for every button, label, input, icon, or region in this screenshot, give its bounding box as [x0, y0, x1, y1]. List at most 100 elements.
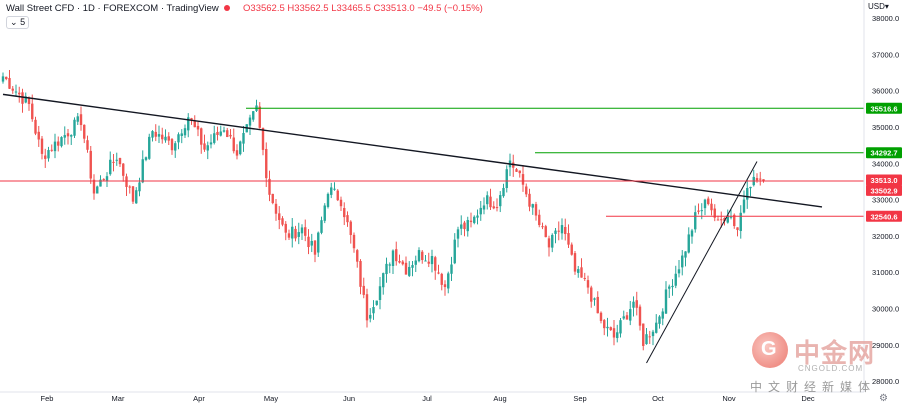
candle-body	[265, 148, 268, 179]
candle-body	[391, 250, 395, 266]
candle-body	[385, 263, 388, 275]
candle-body	[99, 179, 102, 187]
candle-body	[583, 277, 586, 279]
candle-body	[89, 150, 92, 179]
candle-body	[21, 92, 24, 104]
price-axis[interactable]	[864, 0, 903, 406]
candle-body	[375, 300, 378, 305]
candle-body	[11, 88, 14, 91]
candle-body	[479, 207, 482, 215]
candle-body	[37, 131, 40, 140]
candle-body	[261, 127, 265, 150]
candle-body	[437, 272, 440, 274]
price-tick-label: 36000.0	[872, 87, 899, 96]
candle-body	[749, 186, 752, 189]
time-tick-label: Aug	[493, 394, 506, 403]
candle-body	[703, 199, 707, 209]
watermark-subtitle: 中文财经新媒体	[750, 380, 877, 394]
candle-body	[642, 323, 645, 346]
watermark-en-name: CNGOLD.COM	[798, 364, 864, 373]
candle-body	[161, 134, 164, 140]
candle-body	[187, 117, 190, 131]
candle-body	[580, 267, 583, 278]
candle-body	[564, 226, 567, 235]
candle-body	[466, 220, 469, 232]
candle-body	[707, 198, 710, 205]
candle-body	[317, 232, 320, 253]
candle-body	[619, 320, 622, 334]
candle-body	[112, 161, 115, 163]
settings-gear-icon[interactable]: ⚙	[879, 393, 888, 404]
candle-body	[567, 233, 570, 245]
candle-body	[414, 260, 417, 265]
candle-body	[502, 187, 505, 197]
candle-body	[473, 216, 476, 223]
candle-body	[27, 97, 31, 105]
downtrend-trendline[interactable]	[2, 93, 823, 208]
candle-body	[1, 76, 5, 82]
candle-body	[174, 143, 177, 151]
candle-body	[531, 204, 534, 208]
candle-body	[102, 179, 105, 181]
candle-body	[762, 179, 765, 182]
currency-label[interactable]: USD▾	[868, 2, 889, 11]
candle-body	[96, 186, 99, 194]
candle-body	[83, 124, 86, 139]
candle-body	[70, 135, 73, 137]
candle-body	[128, 186, 131, 188]
candle-body	[248, 117, 252, 126]
symbol-title[interactable]: Wall Street CFD · 1D · FOREXCOM · Tradin…	[6, 3, 219, 14]
candle-body	[14, 91, 18, 93]
candle-body	[57, 141, 60, 146]
candle-body	[5, 76, 8, 80]
candle-body	[313, 240, 317, 255]
candle-body	[609, 327, 612, 331]
candle-body	[625, 315, 629, 320]
candle-body	[44, 155, 47, 159]
candle-body	[232, 137, 235, 152]
uptrend-trendline[interactable]	[646, 161, 758, 364]
candle-body	[453, 239, 456, 264]
candle-body	[177, 134, 180, 143]
time-tick-label: Mar	[112, 394, 125, 403]
candle-body	[551, 234, 554, 248]
candle-body	[476, 215, 479, 218]
candle-body	[135, 190, 138, 204]
candle-body	[157, 134, 161, 137]
candle-body	[359, 261, 362, 287]
time-tick-label: Jun	[343, 394, 355, 403]
candle-body	[281, 218, 284, 225]
candle-body	[456, 229, 460, 239]
candle-body	[658, 316, 661, 324]
candle-body	[203, 143, 206, 150]
candle-body	[92, 179, 96, 194]
candle-body	[271, 193, 274, 204]
candle-body	[105, 176, 109, 181]
candle-body	[287, 233, 291, 238]
candle-body	[603, 320, 606, 329]
candle-body	[284, 223, 287, 233]
candle-body	[408, 266, 411, 276]
candle-body	[554, 230, 557, 234]
candle-body	[268, 178, 271, 195]
candle-body	[131, 186, 135, 202]
candle-body	[144, 157, 148, 160]
candle-body	[148, 136, 151, 159]
candle-body	[486, 195, 489, 205]
candle-body	[404, 262, 408, 275]
candle-body	[206, 145, 209, 151]
candle-body	[557, 230, 560, 232]
candle-body	[606, 326, 609, 329]
price-tick-label: 32000.0	[872, 232, 899, 241]
candle-body	[525, 186, 528, 195]
candle-body	[372, 307, 375, 314]
candle-body	[739, 212, 742, 232]
indicator-collapse-button[interactable]: ⌄ 5	[6, 16, 30, 29]
candle-body	[235, 150, 239, 156]
candle-body	[681, 255, 684, 268]
candle-body	[746, 187, 749, 200]
candle-body	[170, 139, 174, 151]
candle-body	[687, 234, 690, 253]
candle-body	[742, 199, 746, 213]
